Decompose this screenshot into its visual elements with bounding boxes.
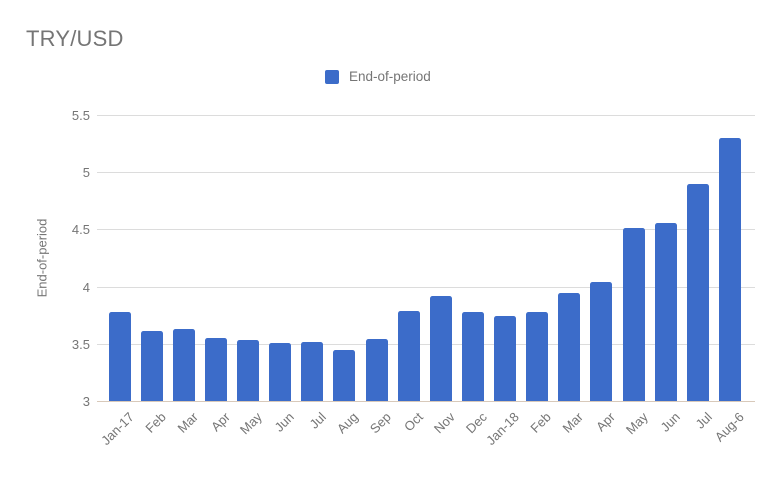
y-tick-label: 5	[82, 165, 90, 181]
bar-Apr[interactable]	[204, 338, 227, 401]
legend-swatch-icon	[325, 69, 339, 84]
gridline	[97, 344, 755, 345]
bar-Feb[interactable]	[140, 331, 163, 401]
bar-Jun[interactable]	[654, 223, 677, 401]
bar-May[interactable]	[622, 228, 645, 401]
bar-Feb[interactable]	[526, 312, 549, 401]
chart-title: TRY/USD	[26, 26, 124, 51]
bar-Dec[interactable]	[461, 312, 484, 401]
bar-Jul[interactable]	[686, 184, 709, 401]
y-tick-label: 4.5	[71, 222, 90, 238]
y-tick-label: 3	[82, 394, 90, 409]
x-axis-baseline	[97, 401, 755, 402]
bar-Jan-17[interactable]	[108, 312, 131, 401]
bar-May[interactable]	[237, 340, 260, 401]
bar-Mar[interactable]	[172, 329, 195, 401]
bar-Jan-18[interactable]	[494, 316, 517, 401]
bar-Aug-6[interactable]	[718, 138, 741, 401]
y-tick-label: 4	[82, 279, 90, 295]
gridline	[97, 172, 755, 173]
bar-Jun[interactable]	[269, 343, 292, 401]
bar-Mar[interactable]	[558, 293, 581, 401]
gridline	[97, 229, 755, 230]
gridline	[97, 115, 755, 116]
bar-Apr[interactable]	[590, 282, 613, 401]
bar-Oct[interactable]	[397, 311, 420, 401]
bar-Sep[interactable]	[365, 339, 388, 401]
y-tick-label: 3.5	[71, 336, 90, 352]
legend: End-of-period	[325, 69, 431, 84]
legend-label: End-of-period	[349, 69, 431, 84]
bar-Aug[interactable]	[333, 350, 356, 401]
bar-Jul[interactable]	[301, 342, 324, 401]
y-tick-label: 5.5	[71, 108, 90, 123]
plot-area	[97, 115, 755, 402]
gridline	[97, 287, 755, 288]
bar-Nov[interactable]	[429, 296, 452, 401]
